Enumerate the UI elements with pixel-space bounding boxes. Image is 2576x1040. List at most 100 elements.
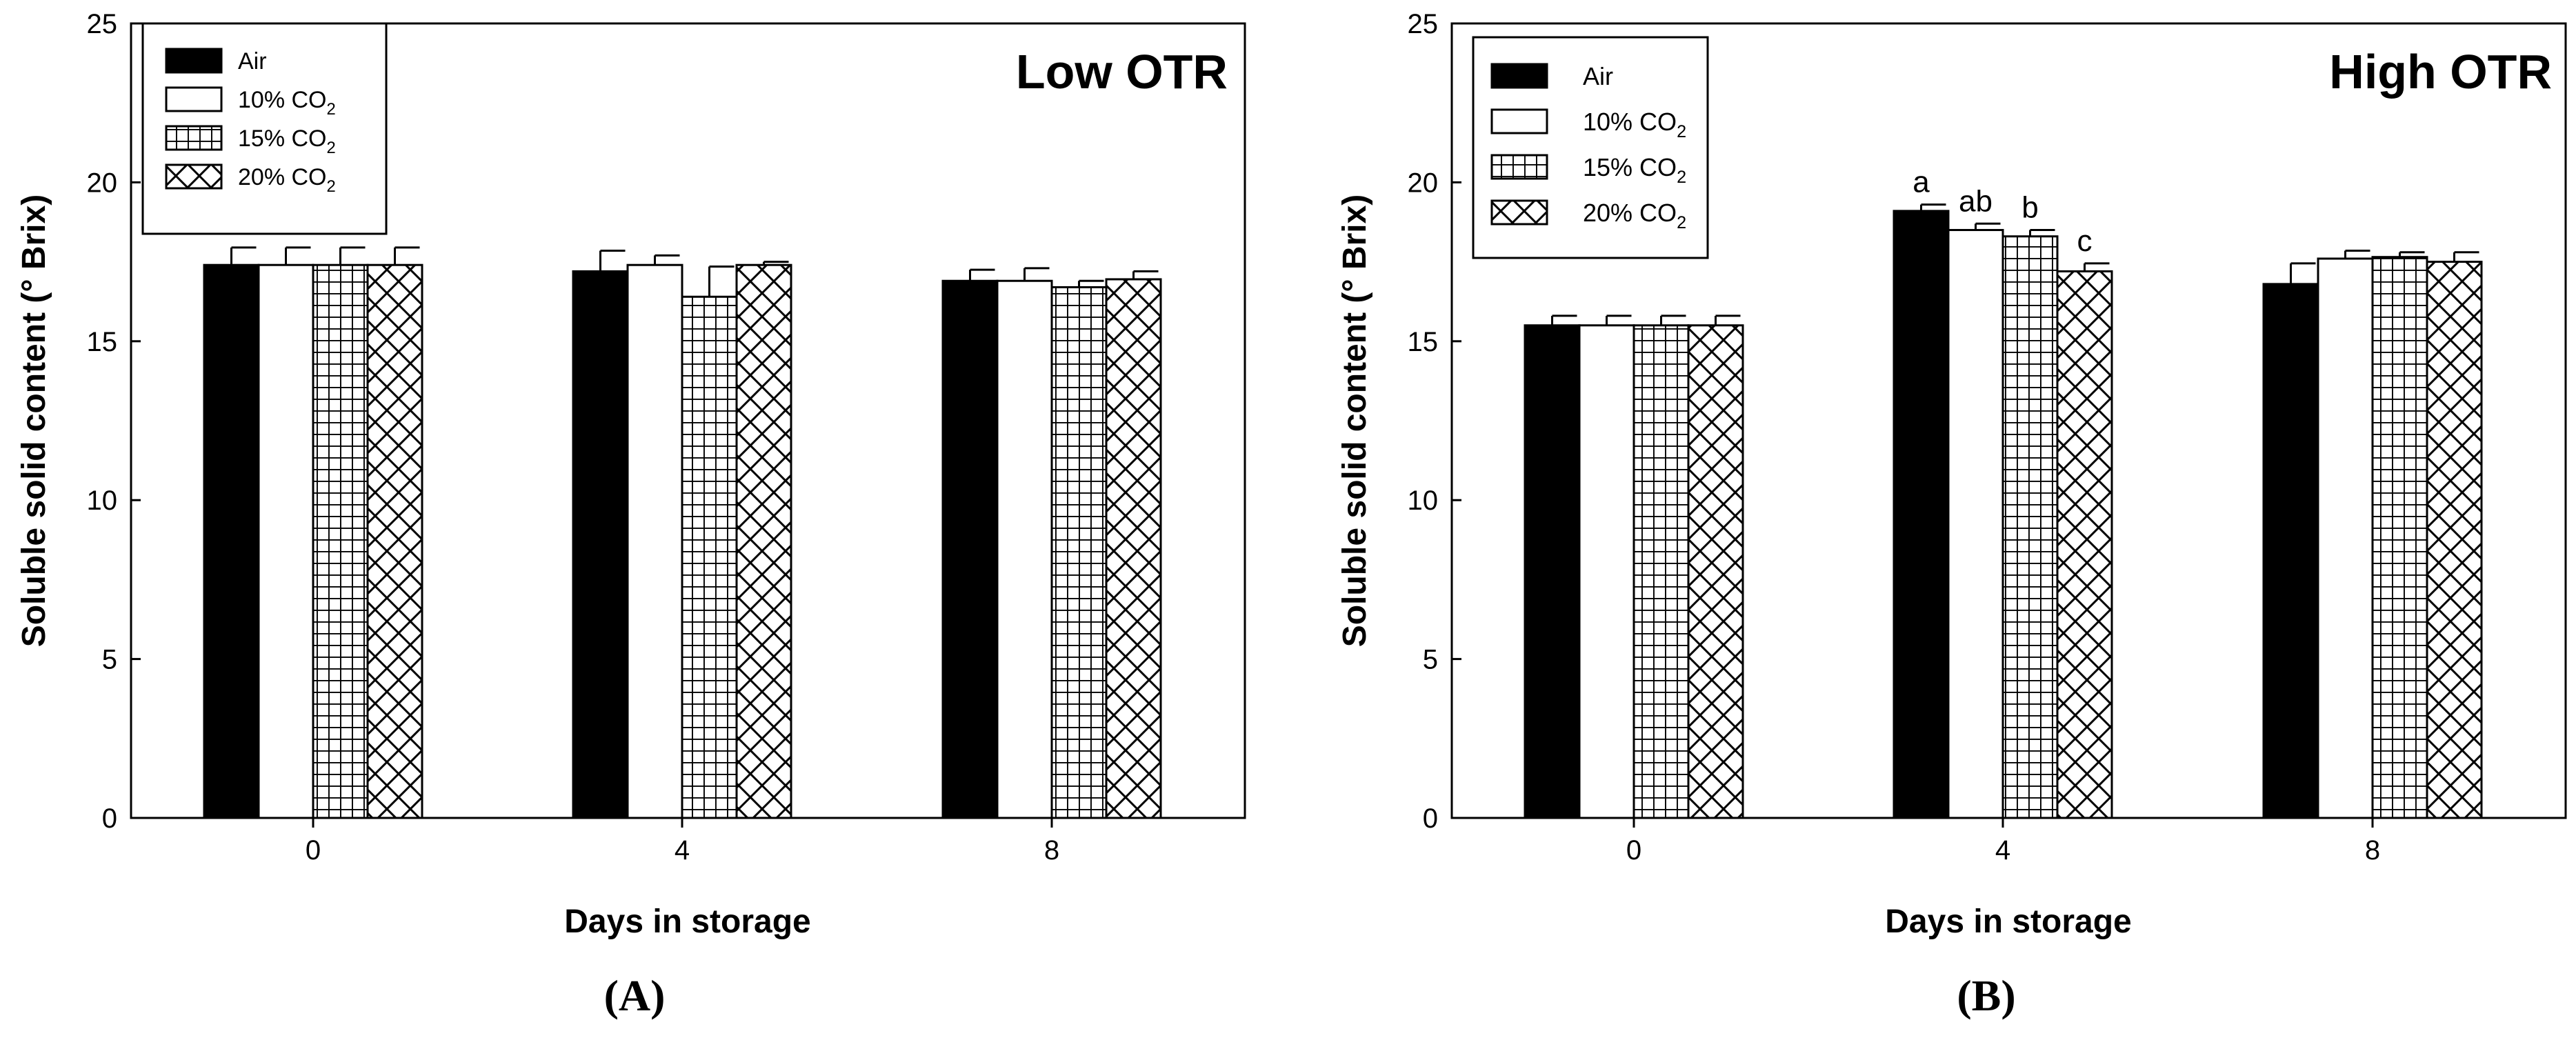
y-axis: 0 5 10 15 20 25	[1408, 9, 1461, 834]
error-bar	[599, 249, 626, 272]
legend: Air 10% CO2 15% CO2 20% CO2	[1472, 36, 1709, 259]
bar	[2001, 235, 2059, 819]
bar	[1893, 210, 1950, 819]
significance-letter: b	[2021, 191, 2038, 225]
error-bar	[2290, 262, 2316, 284]
legend-item: 20% CO2	[165, 163, 336, 196]
error-bar	[2399, 251, 2425, 257]
x-tick-label: 0	[1626, 835, 1641, 866]
bar	[1633, 324, 1690, 819]
legend-item: 10% CO2	[1490, 108, 1686, 141]
bar	[626, 263, 683, 819]
bar	[2426, 261, 2483, 819]
bar	[366, 263, 423, 819]
legend-swatch	[165, 125, 223, 151]
bar	[203, 263, 260, 819]
error-bar	[230, 246, 257, 266]
significance-letter: c	[2077, 224, 2093, 258]
y-tick-label: 5	[102, 645, 117, 675]
y-axis-title: Soluble solid content (° Brix)	[16, 194, 52, 648]
panel-a: 0 5 10 15 20 25 0 4 8 Low OTR Soluble solid con…	[16, 9, 1246, 1020]
bar	[681, 295, 738, 819]
error-bar-group	[230, 246, 1159, 297]
legend-label: 15% CO2	[1583, 153, 1686, 187]
legend-label: Air	[1583, 62, 1613, 90]
bar	[2056, 270, 2113, 819]
legend-label: 10% CO2	[238, 87, 336, 119]
panel-b: 0 5 10 15 20 25 0 4 8 aab b c High OTR Soluble so…	[1337, 9, 2567, 1020]
legend: Air 10% CO2 15% CO2 20% CO2	[141, 22, 388, 235]
bar	[1687, 324, 1744, 819]
legend-item: 20% CO2	[1490, 199, 1686, 232]
panel-label: (B)	[1957, 971, 2015, 1020]
x-tick-label: 4	[1995, 835, 2010, 866]
bar	[312, 263, 369, 819]
error-bar	[1975, 222, 2001, 230]
bar	[996, 279, 1053, 819]
y-tick-label: 10	[1408, 486, 1439, 516]
legend-swatch	[1490, 63, 1548, 89]
x-axis-title: Days in storage	[564, 903, 810, 940]
y-tick-label: 25	[87, 9, 118, 39]
bar	[257, 263, 314, 819]
legend-label: 20% CO2	[1583, 199, 1686, 232]
legend-swatch	[165, 86, 223, 112]
y-tick-label: 0	[1423, 803, 1438, 834]
y-tick-label: 15	[87, 327, 118, 357]
legend-item: 10% CO2	[165, 86, 336, 119]
legend-item: 15% CO2	[1490, 153, 1686, 187]
legend-label: 20% CO2	[238, 164, 336, 196]
bar	[2371, 256, 2428, 819]
bar	[941, 279, 999, 819]
x-axis: 0 4 8	[306, 818, 1059, 866]
y-tick-label: 10	[87, 486, 118, 516]
error-bar	[708, 266, 735, 297]
y-tick-label: 20	[1408, 168, 1439, 198]
bar	[2262, 283, 2319, 819]
panel-label: (A)	[604, 971, 666, 1020]
x-tick-label: 8	[2365, 835, 2380, 866]
error-bar	[2029, 229, 2055, 237]
error-bar	[1551, 314, 1577, 326]
bar	[572, 270, 629, 819]
error-bar	[2453, 251, 2479, 262]
error-bar	[1715, 314, 1741, 326]
y-tick-label: 25	[1408, 9, 1439, 39]
x-axis-title: Days in storage	[1885, 903, 2131, 940]
bar	[1524, 324, 1581, 819]
legend-label: 10% CO2	[1583, 108, 1686, 141]
error-bar	[654, 254, 680, 266]
legend-swatch	[165, 163, 223, 190]
y-tick-label: 20	[87, 168, 118, 198]
error-bar	[339, 246, 366, 266]
error-bar	[2344, 249, 2370, 259]
bar	[1947, 229, 2004, 819]
y-axis: 0 5 10 15 20 25	[87, 9, 141, 834]
x-tick-label: 8	[1044, 835, 1059, 866]
legend-swatch	[1490, 154, 1548, 180]
y-tick-label: 15	[1408, 327, 1439, 357]
error-bar	[394, 246, 420, 266]
legend-label: 15% CO2	[238, 126, 336, 157]
error-bar	[2084, 262, 2110, 272]
x-tick-label: 4	[675, 835, 690, 866]
bar	[735, 263, 792, 819]
significance-letter: a	[1913, 166, 1930, 199]
significance-letter: ab	[1959, 184, 1993, 218]
y-tick-label: 5	[1423, 645, 1438, 675]
x-tick-label: 0	[306, 835, 321, 866]
error-bar	[285, 246, 311, 266]
error-bar	[969, 268, 995, 281]
legend-swatch	[165, 48, 223, 74]
bar	[1105, 278, 1162, 819]
error-bar	[1660, 314, 1686, 326]
significance-letters: aab b c	[1913, 166, 2092, 258]
legend-item: Air	[1490, 62, 1613, 90]
error-bar	[763, 261, 789, 266]
chart-title: High OTR	[2329, 45, 2552, 99]
y-tick-label: 0	[102, 803, 117, 834]
legend-label: Air	[238, 48, 267, 74]
bar-group	[1524, 210, 2483, 819]
bar-group	[203, 263, 1162, 819]
legend-swatch	[1490, 199, 1548, 226]
